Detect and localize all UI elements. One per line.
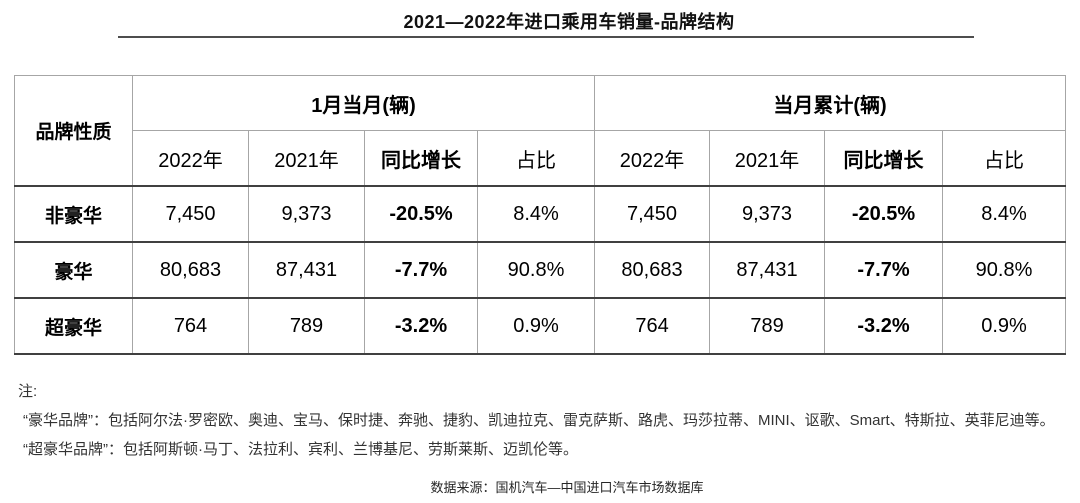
cell-yoy: -7.7% (364, 241, 478, 299)
subheader-current-yoy: 同比增长 (364, 130, 478, 187)
cell-value: 87,431 (709, 241, 826, 299)
cell-value: 7,450 (132, 185, 249, 243)
header-row-groups: 品牌性质 1月当月(辆) 当月累计(辆) (14, 75, 1067, 187)
table-body: 非豪华 7,450 9,373 -20.5% 8.4% 7,450 9,373 … (14, 185, 1067, 355)
group-header-month-cumulative: 当月累计(辆) (594, 75, 1067, 131)
cell-value: 764 (132, 297, 249, 355)
cell-value: 80,683 (132, 241, 249, 299)
cell-value: 9,373 (709, 185, 826, 243)
page-title: 2021—2022年进口乘用车销量-品牌结构 (403, 12, 735, 32)
subheader-current-share: 占比 (476, 130, 596, 187)
brand-structure-table: 品牌性质 1月当月(辆) 当月累计(辆) 2022年 2021年 同比增长 占比… (14, 75, 1067, 355)
cell-share: 8.4% (476, 185, 596, 243)
cell-yoy: -20.5% (824, 185, 944, 243)
table-header: 品牌性质 1月当月(辆) 当月累计(辆) 2022年 2021年 同比增长 占比… (14, 75, 1067, 187)
cell-share: 0.9% (942, 297, 1067, 355)
data-source: 数据来源：国机汽车—中国进口汽车市场数据库 (430, 480, 704, 495)
cell-share: 8.4% (942, 185, 1067, 243)
cell-value: 80,683 (594, 241, 711, 299)
cell-value: 9,373 (248, 185, 365, 243)
subheader-cumulative-share: 占比 (942, 130, 1067, 187)
row-label-non-luxury: 非豪华 (14, 185, 133, 243)
cell-share: 90.8% (476, 241, 596, 299)
cell-share: 90.8% (942, 241, 1067, 299)
cell-value: 789 (709, 297, 826, 355)
subheader-current-2021: 2021年 (248, 130, 365, 187)
note-luxury-brands: “豪华品牌”：包括阿尔法·罗密欧、奥迪、宝马、保时捷、奔驰、捷豹、凯迪拉克、雷克… (23, 412, 1055, 429)
table-row-luxury: 豪华 80,683 87,431 -7.7% 90.8% 80,683 87,4… (14, 241, 1067, 299)
subheader-cumulative-2022: 2022年 (594, 130, 711, 187)
header-row-subcolumns: 2022年 2021年 同比增长 占比 2022年 2021年 同比增长 占比 (15, 130, 1067, 187)
title-underline (118, 36, 974, 38)
cell-yoy: -20.5% (364, 185, 478, 243)
table-row-non-luxury: 非豪华 7,450 9,373 -20.5% 8.4% 7,450 9,373 … (14, 185, 1067, 243)
notes-label: 注: (18, 383, 38, 400)
cell-share: 0.9% (476, 297, 596, 355)
row-label-super-luxury: 超豪华 (14, 297, 133, 355)
notes-section: 注: “豪华品牌”：包括阿尔法·罗密欧、奥迪、宝马、保时捷、奔驰、捷豹、凯迪拉克… (18, 378, 1080, 464)
cell-value: 764 (594, 297, 711, 355)
cell-yoy: -3.2% (364, 297, 478, 355)
group-header-january-month: 1月当月(辆) (131, 75, 596, 131)
cell-yoy: -3.2% (824, 297, 944, 355)
row-label-luxury: 豪华 (14, 241, 133, 299)
subheader-cumulative-2021: 2021年 (709, 130, 826, 187)
subheader-current-2022: 2022年 (132, 130, 249, 187)
cell-value: 7,450 (594, 185, 711, 243)
cell-yoy: -7.7% (824, 241, 944, 299)
table-row-super-luxury: 超豪华 764 789 -3.2% 0.9% 764 789 -3.2% 0.9… (14, 297, 1067, 355)
cell-value: 87,431 (248, 241, 365, 299)
cell-value: 789 (248, 297, 365, 355)
subheader-cumulative-yoy: 同比增长 (824, 130, 944, 187)
note-super-luxury-brands: “超豪华品牌”：包括阿斯顿·马丁、法拉利、宾利、兰博基尼、劳斯莱斯、迈凯伦等。 (23, 441, 578, 458)
corner-header-brand-type: 品牌性质 (14, 75, 133, 187)
